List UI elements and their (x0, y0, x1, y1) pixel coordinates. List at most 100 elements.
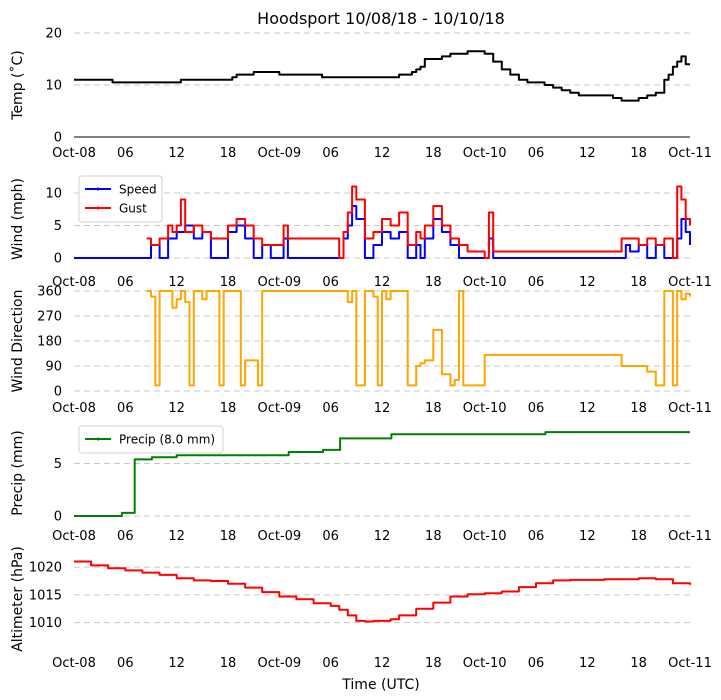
panel-4-xtick-label: Oct-09 (257, 529, 301, 544)
series-line-direction (146, 290, 691, 387)
panel-5-xtick-label: 18 (425, 656, 442, 671)
panel-1-xtick-label: Oct-08 (52, 146, 96, 161)
panel-2-xtick-label: 18 (220, 275, 237, 290)
panel-1-xtick-label: 12 (168, 146, 185, 161)
panel-2-ytick-label: 0 (54, 252, 62, 267)
panel-4-xtick-label: Oct-08 (52, 529, 96, 544)
legend-box (78, 425, 224, 454)
panel-1-xtick-label: Oct-10 (463, 146, 507, 161)
panel-2-y-axis-label: Wind (mph) (10, 178, 26, 260)
panel-4-xtick-label: 18 (630, 529, 647, 544)
panel-2-xtick-label: 18 (630, 275, 647, 290)
panel-4-xtick-label: 06 (528, 529, 545, 544)
panel-3-ytick-label: 360 (37, 285, 62, 300)
panel-3-xtick-label: Oct-11 (668, 401, 712, 416)
panel-5-xtick-label: Oct-08 (52, 656, 96, 671)
series-line-temp (74, 50, 690, 102)
panel-4-xtick-label: 18 (425, 529, 442, 544)
panel-1-xtick-label: 18 (630, 146, 647, 161)
panel-4-xtick-label: Oct-10 (463, 529, 507, 544)
panel-3-xtick-label: 12 (168, 401, 185, 416)
panel-5-xtick-label: Oct-11 (668, 656, 712, 671)
panel-1-ytick-label: 20 (45, 27, 62, 42)
x-axis-label: Time (UTC) (341, 677, 419, 693)
panel-4-ytick-label: 0 (54, 510, 62, 525)
panel-3-xtick-label: 06 (528, 401, 545, 416)
panel-4-xtick-label: 12 (168, 529, 185, 544)
panel-5-xtick-label: 06 (528, 656, 545, 671)
panel-4-y-axis-label: Precip (mm) (10, 430, 26, 515)
legend-box (78, 175, 163, 223)
panel-3-xtick-label: 18 (425, 401, 442, 416)
panel-1-xtick-label: 12 (579, 146, 596, 161)
panel-3-xtick-label: 12 (579, 401, 596, 416)
series-line-gust (146, 185, 691, 259)
panel-2-xtick-label: 06 (528, 275, 545, 290)
legend-marker (96, 187, 100, 191)
panel-3-ytick-label: 180 (37, 335, 62, 350)
panel-2-xtick-label: 12 (168, 275, 185, 290)
panel-3-xtick-label: Oct-10 (463, 401, 507, 416)
series-line-speed (74, 205, 691, 259)
panel-1-xtick-label: Oct-11 (668, 146, 712, 161)
panel-1-ytick-label: 0 (54, 131, 62, 146)
panel-5: 1010 1015 1020 Oct-08 06 12 18 Oct-09 06 12 18 Oct-… (10, 546, 712, 671)
panel-2-xtick-label: 12 (579, 275, 596, 290)
panel-3-y-axis-label: Wind Direction (10, 290, 26, 393)
series-line-precip-8-0-mm- (74, 431, 690, 517)
panel-1-xtick-label: 06 (528, 146, 545, 161)
panel-2-xtick-label: Oct-11 (668, 275, 712, 290)
panel-1-xtick-label: 12 (374, 146, 391, 161)
panel-2-xtick-label: 18 (425, 275, 442, 290)
panel-2-ytick-label: 5 (54, 219, 62, 234)
panel-5-y-axis-label: Altimeter (hPa) (10, 546, 26, 652)
panel-4-ytick-label: 5 (54, 457, 62, 472)
panel-2-ytick-label: 10 (45, 187, 62, 202)
panel-5-xtick-label: 18 (220, 656, 237, 671)
panel-5-xtick-label: 06 (117, 656, 134, 671)
panel-5-xtick-label: 18 (630, 656, 647, 671)
series-line-altimeter (74, 560, 691, 623)
panel-3-xtick-label: 18 (630, 401, 647, 416)
panel-2-xtick-label: Oct-10 (463, 275, 507, 290)
panel-3-xtick-label: 18 (220, 401, 237, 416)
panel-4-xtick-label: 06 (322, 529, 339, 544)
panel-1-y-axis-label: Temp (˚C) (9, 50, 26, 120)
panel-4-xtick-label: 06 (117, 529, 134, 544)
panel-1: 0 10 20 Oct-08 06 12 18 Oct-09 06 12 18 Oct-10 06 12 1… (9, 27, 712, 162)
panel-3-xtick-label: Oct-08 (52, 401, 96, 416)
panel-1-xtick-label: 06 (117, 146, 134, 161)
panel-3-xtick-label: 06 (117, 401, 134, 416)
panel-2-xtick-label: Oct-09 (257, 275, 301, 290)
panel-4-xtick-label: 12 (579, 529, 596, 544)
panel-5-ytick-label: 1020 (29, 561, 62, 576)
chart-title: Hoodsport 10/08/18 - 10/10/18 (257, 9, 505, 28)
panel-4-xtick-label: 18 (220, 529, 237, 544)
panel-3: 0 90 180 270 360 Oct-08 06 12 18 Oct-09 06 12 18 Oct-… (10, 285, 712, 417)
panel-5-xtick-label: Oct-10 (463, 656, 507, 671)
panel-2-xtick-label: 06 (117, 275, 134, 290)
panel-5-xtick-label: 12 (579, 656, 596, 671)
panel-3-ytick-label: 270 (37, 310, 62, 325)
panel-4: 0 5 Oct-08 06 12 18 Oct-09 06 12 18 Oct-10 06 12 18 Oc… (10, 425, 712, 544)
panel-5-xtick-label: 06 (322, 656, 339, 671)
panel-4-xtick-label: Oct-11 (668, 529, 712, 544)
panel-2: 0 5 10 Oct-08 06 12 18 Oct-09 06 12 18 Oct-10 06 12 18… (10, 175, 712, 290)
legend-label: Precip (8.0 mm) (119, 433, 215, 447)
panel-2-xtick-label: 06 (322, 275, 339, 290)
panel-5-ytick-label: 1015 (29, 588, 62, 603)
panel-2-xtick-label: Oct-08 (52, 275, 96, 290)
panel-3-ytick-label: 90 (45, 360, 62, 375)
panel-1-ytick-label: 10 (45, 79, 62, 94)
panel-1-xtick-label: Oct-09 (257, 146, 301, 161)
panel-2-xtick-label: 12 (374, 275, 391, 290)
panel-3-xtick-label: 06 (322, 401, 339, 416)
legend-label: Gust (119, 202, 147, 216)
panel-1-xtick-label: 18 (425, 146, 442, 161)
panel-3-xtick-label: 12 (374, 401, 391, 416)
panel-5-xtick-label: 12 (168, 656, 185, 671)
panel-2-legend: Speed Gust (78, 175, 163, 223)
panel-1-xtick-label: 18 (220, 146, 237, 161)
